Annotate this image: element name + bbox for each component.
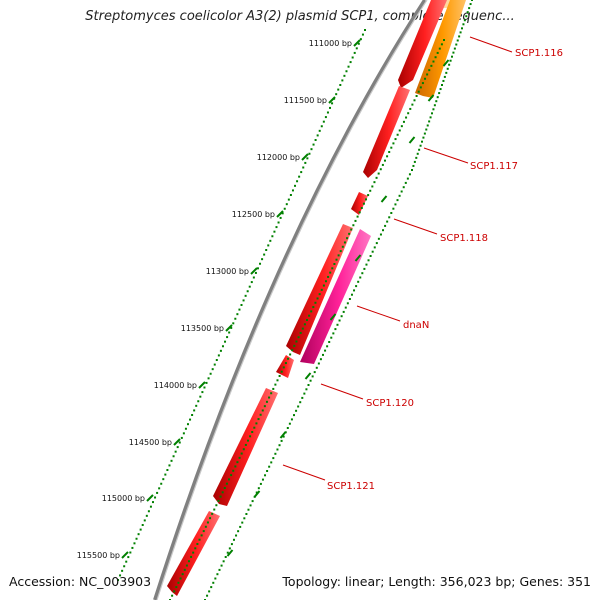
scale-tick-label: 113500 bp [181,324,224,333]
gene-leader-line [423,147,469,164]
scale-tick-mark [121,551,129,559]
gene-leader-line [356,305,401,322]
sequence-backbone-highlight [156,0,428,600]
scale-tick-mark [301,153,309,161]
strand-tick [408,136,416,144]
gene-leader-line [393,218,438,235]
scale-tick-mark [225,324,233,332]
gene-label-SCP1.120[interactable]: SCP1.120 [366,398,414,409]
gene-label-SCP1.118[interactable]: SCP1.118 [440,233,488,244]
scale-tick-mark [328,96,336,104]
strand-tick [226,549,234,557]
gene-leader-line [320,383,364,400]
gene-labels: SCP1.116 SCP1.117 SCP1.118 dnaN SCP1.120 SCP1… [282,36,563,492]
gene-leader-line [469,36,513,53]
scale-tick-mark [198,381,206,389]
gene-label-SCP1.116[interactable]: SCP1.116 [515,48,563,59]
scale-tick-label: 114000 bp [154,381,197,390]
scale-tick-label: 115000 bp [102,494,145,503]
gene-label-SCP1.121[interactable]: SCP1.121 [327,481,375,492]
gene-arrow-SCP1.120-upstream[interactable] [286,224,353,355]
gene-arrow-dnaN[interactable] [300,229,371,364]
accession-text: Accession: NC_003903 [9,574,152,589]
gene-leader-line [282,464,326,481]
gene-arrow-SCP1.118[interactable] [351,192,368,215]
scale-tick-mark [146,494,154,502]
gene-arrow-SCP1.120[interactable] [276,355,294,378]
strand-tick [329,313,337,321]
scale-tick-label: 112500 bp [232,210,275,219]
gene-arrow-SCP1.121[interactable] [213,388,278,506]
strand-tick [304,372,312,380]
scale-tick-mark [250,267,258,275]
sequence-backbone [153,0,427,600]
strand-tick [279,431,287,439]
scale-tick-label: 112000 bp [257,153,300,162]
gene-arrow-SCP1.117[interactable] [363,86,410,178]
strand-tick [380,195,388,203]
strand-guide-1b [204,169,413,600]
strand-guide-2 [169,39,445,600]
gene-label-dnaN[interactable]: dnaN [403,320,429,331]
gene-arrow-SCP1.116-upstream[interactable] [398,0,447,88]
scale-tick-label: 113000 bp [206,267,249,276]
scale-tick-mark [173,438,181,446]
scale-tick-mark [276,210,284,218]
ruler-line [117,29,366,581]
scale-tick-mark [353,39,361,47]
summary-text: Topology: linear; Length: 356,023 bp; Ge… [282,574,591,589]
strand-guide-1 [411,0,473,171]
scale-tick-label: 114500 bp [129,438,172,447]
scale-tick-label: 111500 bp [284,96,327,105]
strand-tick [253,490,261,498]
map-title: Streptomyces coelicolor A3(2) plasmid SC… [85,9,515,24]
scale-ticks: 111000 bp 111500 bp 112000 bp 112500 bp 1130… [77,0,473,600]
strand-tick [442,59,450,67]
gene-label-SCP1.117[interactable]: SCP1.117 [470,161,518,172]
strand-tick [427,94,435,102]
strand-tick [354,254,362,262]
scale-tick-label: 111000 bp [309,39,352,48]
scale-tick-label: 115500 bp [77,551,120,560]
